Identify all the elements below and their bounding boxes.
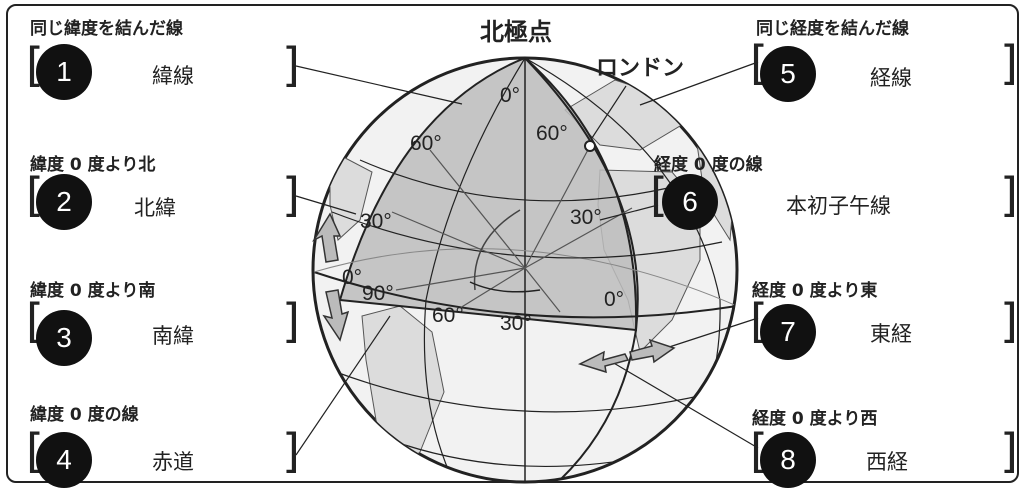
deg-lat60-right: 60°: [536, 122, 568, 145]
badge-1: 1: [36, 44, 92, 100]
deg-lat0-top: 0°: [500, 84, 520, 107]
badge-6: 6: [662, 174, 718, 230]
bracket-close-3: ]: [282, 294, 300, 348]
caption-5: 同じ経度を結んだ線: [756, 19, 909, 39]
answer-4[interactable]: 赤道: [152, 450, 194, 474]
arrow-east: [629, 338, 676, 364]
land-americas: [329, 149, 445, 475]
bracket-close-5: ]: [1000, 36, 1018, 90]
answer-6[interactable]: 本初子午線: [786, 194, 891, 218]
badge-8: 8: [760, 432, 816, 488]
bracket-close-8: ]: [1000, 424, 1018, 478]
answer-3[interactable]: 南緯: [152, 324, 194, 348]
deg-lat60-left: 60°: [410, 132, 442, 155]
badge-4: 4: [36, 432, 92, 488]
deg-lon90: 90°: [362, 282, 394, 305]
caption-4: 緯度 0 度の線: [30, 405, 139, 425]
badge-3: 3: [36, 310, 92, 366]
caption-2: 緯度 0 度より北: [30, 155, 156, 175]
caption-7: 経度 0 度より東: [752, 281, 878, 301]
deg-lon60: 60°: [432, 304, 464, 327]
answer-5[interactable]: 経線: [870, 66, 912, 90]
badge-5: 5: [760, 46, 816, 102]
bracket-close-1: ]: [282, 38, 300, 92]
bracket-close-6: ]: [1000, 168, 1018, 222]
answer-7[interactable]: 東経: [870, 322, 912, 346]
north-pole-title: 北極点: [480, 18, 552, 46]
leader-lines: [295, 61, 759, 456]
arrow-south: [322, 289, 350, 342]
deg-lat30-left: 30°: [360, 210, 392, 233]
caption-1: 同じ緯度を結んだ線: [30, 19, 183, 39]
badge-7: 7: [760, 304, 816, 360]
bracket-close-4: ]: [282, 424, 300, 478]
arrow-north: [311, 212, 342, 263]
caption-6: 経度 0 度の線: [654, 155, 763, 175]
bracket-close-7: ]: [1000, 294, 1018, 348]
deg-lon0: 0°: [604, 288, 624, 311]
deg-eq0-left: 0°: [342, 266, 362, 289]
arrow-west: [577, 350, 630, 374]
answer-2[interactable]: 北緯: [134, 196, 176, 220]
caption-8: 経度 0 度より西: [752, 409, 878, 429]
caption-3: 緯度 0 度より南: [30, 281, 156, 301]
answer-8[interactable]: 西経: [866, 450, 908, 474]
equator-line: [313, 271, 737, 319]
deg-lon30: 30°: [500, 312, 532, 335]
deg-lat30-right: 30°: [570, 206, 602, 229]
answer-1[interactable]: 緯線: [152, 64, 194, 88]
badge-2: 2: [36, 174, 92, 230]
london-label: ロンドン: [596, 56, 685, 81]
bracket-close-2: ]: [282, 168, 300, 222]
london-marker: [584, 140, 596, 152]
